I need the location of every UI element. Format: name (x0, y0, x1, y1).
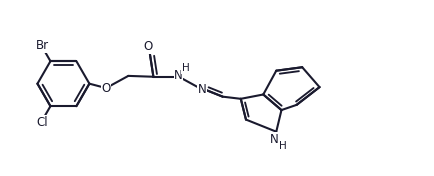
Text: H: H (182, 63, 190, 73)
Text: O: O (101, 81, 110, 95)
Text: N: N (270, 133, 279, 146)
Text: N: N (174, 69, 183, 82)
Text: H: H (279, 141, 287, 151)
Text: N: N (197, 83, 206, 96)
Text: Br: Br (36, 39, 49, 52)
Text: O: O (143, 40, 152, 53)
Text: Cl: Cl (37, 116, 49, 129)
